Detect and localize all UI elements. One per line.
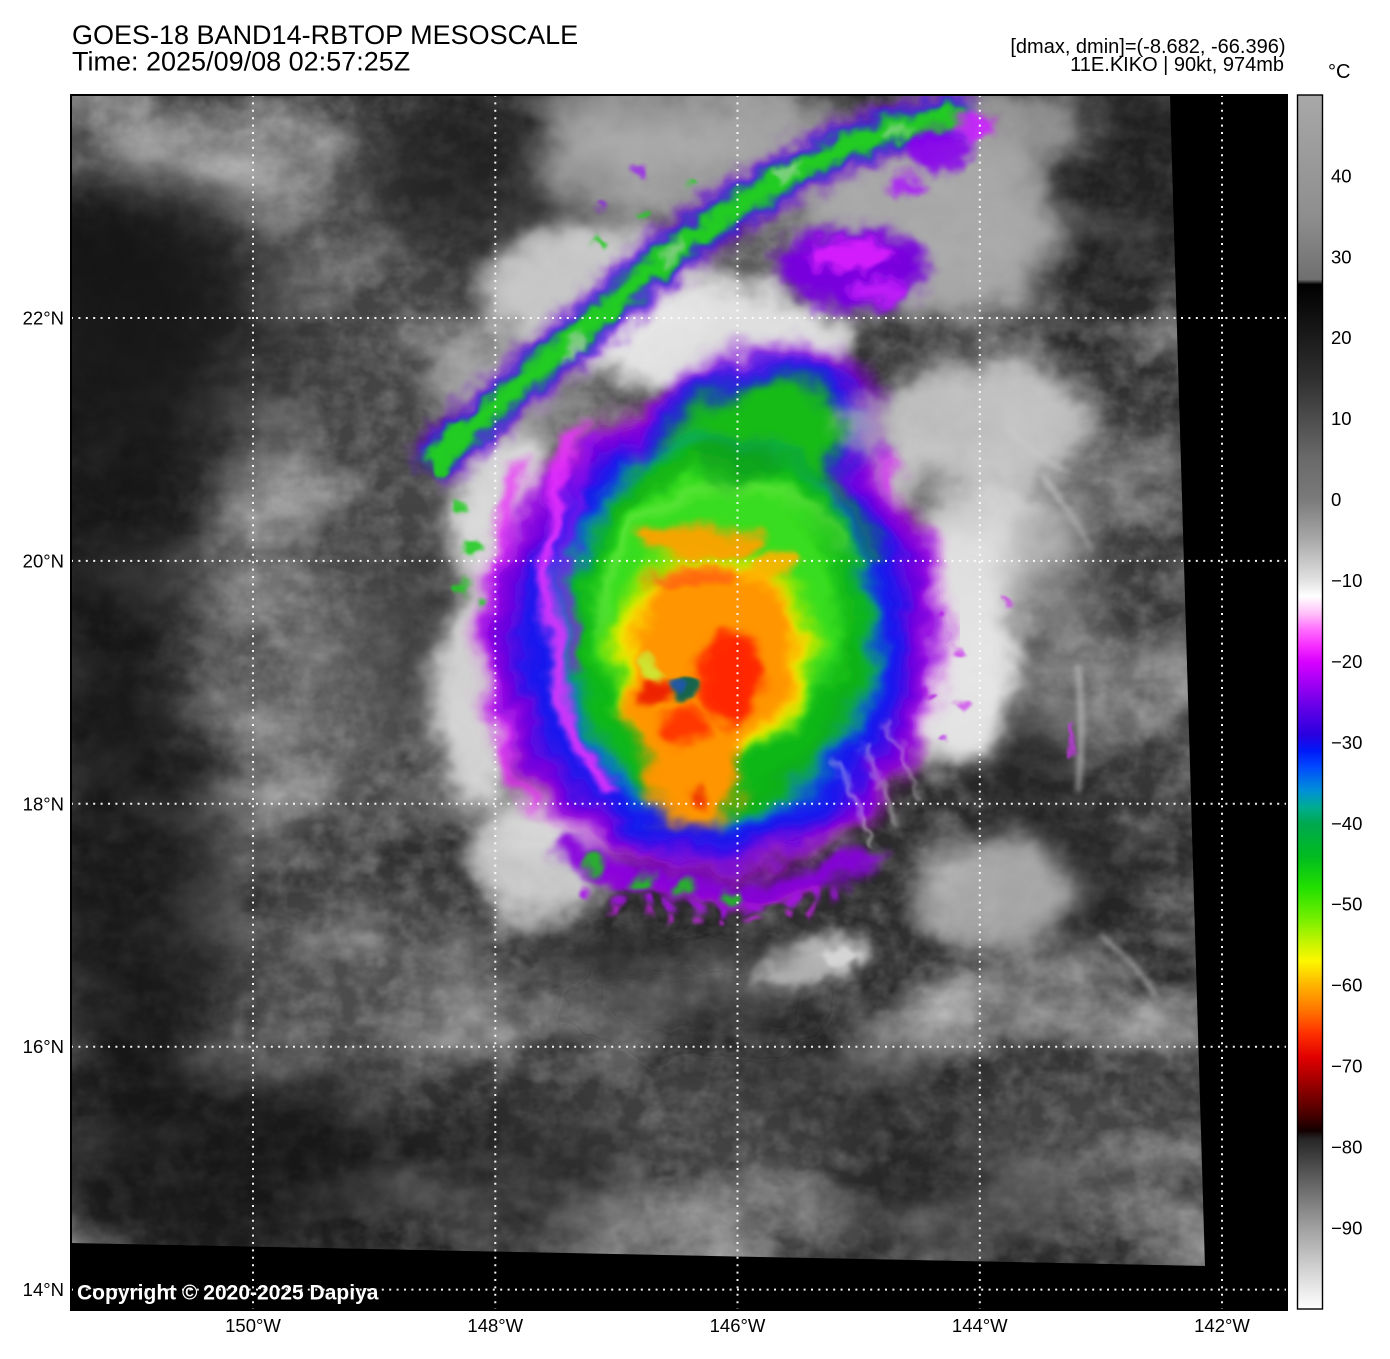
svg-text:−40: −40 [1331,813,1362,834]
svg-text:20: 20 [1331,327,1352,348]
svg-text:11E.KIKO | 90kt, 974mb: 11E.KIKO | 90kt, 974mb [1070,54,1284,76]
svg-text:148°W: 148°W [467,1315,523,1336]
svg-text:22°N: 22°N [23,308,64,329]
svg-text:142°W: 142°W [1194,1315,1250,1336]
svg-text:−10: −10 [1331,570,1362,591]
svg-text:144°W: 144°W [952,1315,1008,1336]
svg-text:30: 30 [1331,246,1352,267]
svg-text:−90: −90 [1331,1217,1362,1238]
svg-text:16°N: 16°N [23,1036,64,1057]
svg-text:Time: 2025/09/08 02:57:25Z: Time: 2025/09/08 02:57:25Z [72,47,410,77]
svg-text:40: 40 [1331,165,1352,186]
svg-text:−70: −70 [1331,1056,1362,1077]
svg-text:10: 10 [1331,408,1352,429]
svg-text:146°W: 146°W [710,1315,766,1336]
svg-text:−30: −30 [1331,732,1362,753]
svg-text:°C: °C [1328,61,1350,83]
svg-text:−60: −60 [1331,975,1362,996]
svg-text:14°N: 14°N [23,1279,64,1300]
svg-text:20°N: 20°N [23,550,64,571]
svg-text:−50: −50 [1331,894,1362,915]
svg-text:−80: −80 [1331,1137,1362,1158]
svg-text:Copyright © 2020-2025 Dapiya: Copyright © 2020-2025 Dapiya [77,1282,379,1305]
svg-text:0: 0 [1331,489,1341,510]
svg-text:−20: −20 [1331,651,1362,672]
svg-text:150°W: 150°W [225,1315,281,1336]
svg-text:GOES-18 BAND14-RBTOP MESOSCALE: GOES-18 BAND14-RBTOP MESOSCALE [72,20,578,50]
svg-text:18°N: 18°N [23,793,64,814]
svg-text:[dmax, dmin]=(-8.682, -66.396): [dmax, dmin]=(-8.682, -66.396) [1010,36,1285,58]
